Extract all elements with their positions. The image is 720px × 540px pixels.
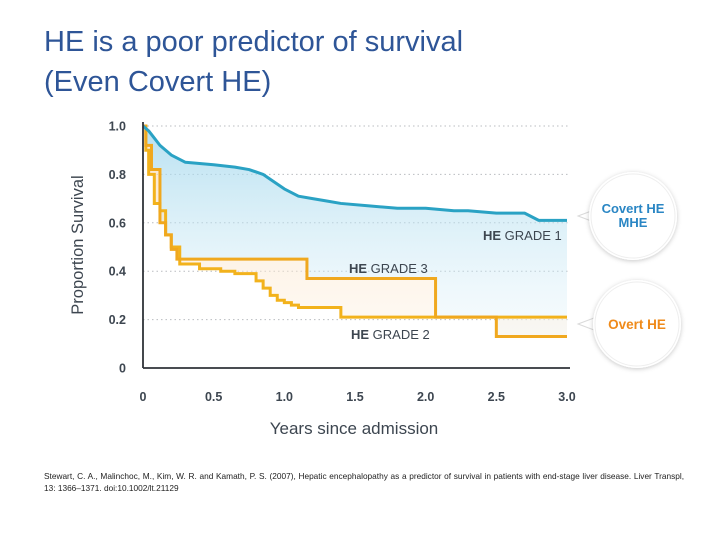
axes xyxy=(142,122,570,369)
callout-covert-line2: MHE xyxy=(619,215,648,230)
slide-title-line2: (Even Covert HE) xyxy=(44,66,272,98)
series-label-grade1-bold: HE xyxy=(483,228,501,243)
citation: Stewart, C. A., Malinchoc, M., Kim, W. R… xyxy=(44,471,684,493)
series-line-grade3 xyxy=(143,124,567,339)
series-lines xyxy=(142,124,567,339)
series-label-grade1-rest: GRADE 1 xyxy=(501,228,562,243)
slide-title-line1: HE is a poor predictor of survival xyxy=(44,26,464,58)
slide-title: HE is a poor predictor of survival (Even… xyxy=(44,22,684,102)
series-label-grade2: HE GRADE 2 xyxy=(351,327,430,342)
y-tick-label: 0.8 xyxy=(109,168,126,182)
series-label-grade2-bold: HE xyxy=(351,327,369,342)
callout-overt-he: Overt HE xyxy=(576,280,681,368)
series-label-grade1: HE GRADE 1 xyxy=(483,228,562,243)
x-tick-label: 3.0 xyxy=(558,390,575,404)
series-label-grade3-bold: HE xyxy=(349,261,367,276)
x-tick-label: 0.5 xyxy=(205,390,222,404)
x-axis-label: Years since admission xyxy=(270,419,439,438)
y-tick-label: 0 xyxy=(119,362,126,376)
x-tick-label: 2.5 xyxy=(488,390,505,404)
callout-overt-label: Overt HE xyxy=(608,317,666,332)
y-axis-label: Proportion Survival xyxy=(69,175,87,314)
callout-covert-he: Covert HE MHE xyxy=(576,172,677,260)
series-label-grade3-rest: GRADE 3 xyxy=(367,261,428,276)
series-line-grade1 xyxy=(142,124,567,222)
x-tick-label: 2.0 xyxy=(417,390,434,404)
area-fills xyxy=(143,126,567,337)
grade1-area-fill xyxy=(143,126,567,337)
y-tick-label: 0.2 xyxy=(109,313,126,327)
series-label-grade3: HE GRADE 3 xyxy=(349,261,428,276)
y-tick-label: 1.0 xyxy=(109,120,126,134)
tick-labels: 0 0.5 1.0 1.5 2.0 2.5 3.0 0 0.2 0.4 0.6 0.8 1.0 xyxy=(109,120,576,405)
x-tick-label: 0 xyxy=(140,390,147,404)
callout-covert-line1: Covert HE xyxy=(602,201,665,216)
y-tick-label: 0.4 xyxy=(109,265,126,279)
series-label-grade2-rest: GRADE 2 xyxy=(369,327,430,342)
y-tick-label: 0.6 xyxy=(109,216,126,230)
grade3-area-fill xyxy=(143,126,567,337)
x-tick-label: 1.0 xyxy=(276,390,293,404)
series-line-grade2 xyxy=(143,124,567,319)
survival-chart: 0 0.5 1.0 1.5 2.0 2.5 3.0 0 0.2 0.4 0.6 0.8 1.0 Prop… xyxy=(69,120,681,438)
x-tick-label: 1.5 xyxy=(346,390,363,404)
